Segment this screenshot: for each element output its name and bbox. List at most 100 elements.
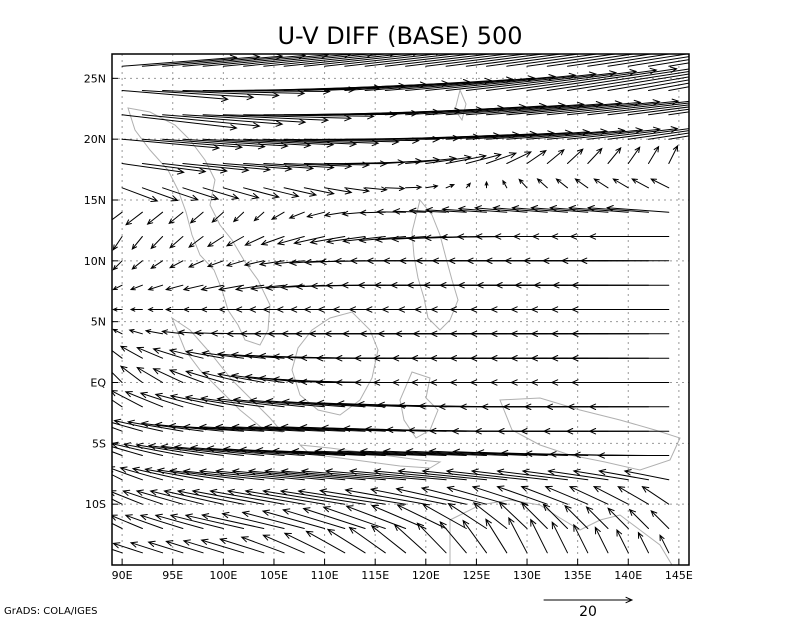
vector-arrow-5-20 (518, 178, 528, 189)
axis-layer: 90E 95E 100E 105E 110E 115E 120E 125E 130E 135E 14… (84, 72, 693, 582)
vector-arrow-19-5 (169, 513, 224, 529)
vector-arrow-0-10 (324, 54, 461, 67)
vector-arrow-4-20 (526, 149, 547, 164)
vector-arrow-12-2 (136, 346, 164, 359)
vector-arrow-7-5 (206, 236, 224, 248)
vector-arrow-0-16 (445, 54, 547, 67)
vector-arrow-12-0 (112, 350, 123, 359)
x-tick-label-6: 120E (412, 569, 440, 582)
vector-arrow-1-26 (648, 82, 689, 91)
vector-arrow-7-11 (309, 236, 346, 245)
vector-arrow-17-5 (156, 467, 224, 481)
coastline-philippines (411, 198, 459, 331)
vector-arrow-17-8 (198, 468, 285, 481)
vector-arrow-19-1 (112, 514, 143, 529)
vector-arrow-5-17 (465, 182, 471, 189)
vector-arrow-4-3 (182, 163, 250, 173)
vector-arrow-19-23 (564, 504, 589, 529)
vector-arrow-20-19 (485, 518, 508, 554)
vector-arrow-18-26 (617, 486, 649, 505)
vector-arrow-8-4 (187, 260, 204, 268)
vector-arrow-5-10 (324, 187, 353, 195)
coastline-indochina (127, 107, 271, 346)
vector-arrow-9-5 (200, 284, 224, 292)
vector-arrow-8-1 (131, 260, 143, 270)
vector-arrow-14-9 (232, 396, 305, 408)
vector-arrow-16-20 (428, 448, 528, 456)
vector-arrow-15-11 (247, 423, 346, 432)
vector-arrow-4-23 (587, 147, 603, 164)
vector-arrow-4-27 (668, 144, 679, 164)
vector-arrow-16-7 (173, 444, 265, 456)
vector-arrow-20-18 (462, 519, 487, 554)
vector-arrow-6-24 (549, 205, 609, 213)
vector-arrow-5-15 (425, 184, 439, 189)
vector-arrow-3-0 (121, 138, 221, 151)
vector-arrow-7-4 (188, 236, 204, 248)
y-tick-label-7: 10S (85, 498, 106, 511)
vector-arrow-4-16 (445, 153, 487, 164)
vector-arrow-6-18 (441, 206, 487, 213)
vector-arrow-18-16 (369, 487, 447, 505)
vector-arrow-14-3 (139, 391, 184, 408)
vector-arrow-2-24 (607, 104, 689, 116)
vector-arrow-0-20 (526, 54, 619, 67)
reference-vector: 20 (543, 596, 634, 618)
vector-arrow-18-21 (496, 485, 548, 505)
vector-arrow-17-18 (397, 468, 487, 481)
vector-arrow-16-5 (147, 443, 224, 456)
vector-arrow-16-26 (572, 451, 649, 459)
vector-arrow-20-27 (659, 534, 670, 554)
vector-arrow-6-8 (270, 211, 285, 220)
vector-arrow-2-19 (506, 99, 642, 116)
vector-arrow-8-0 (112, 260, 123, 271)
vector-arrow-2-0 (121, 114, 238, 131)
vector-arrow-16-2 (112, 441, 164, 456)
coastline-taiwan (454, 88, 467, 122)
vector-arrow-2-4 (202, 114, 330, 124)
vector-arrow-10-1 (129, 307, 143, 312)
vector-arrow-14-7 (200, 395, 265, 408)
vector-arrow-5-0 (121, 187, 159, 202)
vector-arrow-19-26 (628, 508, 649, 529)
vector-arrow-17-4 (144, 467, 204, 481)
vector-arrow-17-14 (300, 468, 407, 481)
vector-arrow-9-4 (182, 284, 204, 292)
vector-arrow-6-4 (189, 211, 204, 224)
vector-arrow-4-26 (648, 145, 660, 164)
vector-arrow-20-12 (326, 528, 366, 554)
vector-arrow-16-1 (112, 446, 143, 456)
vector-arrow-14-0 (112, 399, 123, 408)
vector-arrow-1-21 (546, 68, 689, 91)
vector-arrow-10-2 (147, 307, 164, 312)
vector-arrow-16-21 (452, 448, 548, 456)
vector-arrow-18-24 (568, 486, 609, 505)
vector-arrow-17-16 (348, 468, 447, 481)
vector-arrow-7-15 (374, 236, 427, 243)
vector-arrow-15-7 (182, 423, 265, 432)
vector-arrow-3-25 (627, 130, 689, 140)
vector-arrow-5-5 (222, 187, 260, 200)
vector-arrow-8-6 (225, 260, 245, 267)
vector-arrow-6-9 (288, 211, 305, 219)
vector-arrow-2-3 (182, 114, 307, 125)
coastline-new-guinea (499, 397, 681, 471)
vector-arrow-16-13 (271, 447, 386, 456)
vector-arrow-18-19 (446, 485, 508, 505)
vector-arrow-0-0 (121, 54, 238, 67)
coastline-borneo (291, 311, 379, 416)
vector-arrow-12-3 (152, 347, 184, 359)
vector-arrow-9-7 (234, 284, 265, 292)
vector-arrow-6-15 (392, 208, 427, 215)
vector-arrow-19-20 (498, 501, 528, 529)
vector-arrow-5-13 (384, 185, 406, 191)
vector-arrow-8-12 (318, 258, 366, 265)
vector-arrow-6-26 (586, 205, 649, 213)
vector-arrow-5-23 (574, 178, 589, 189)
vector-arrow-7-6 (225, 236, 245, 247)
vector-arrow-1-1 (141, 90, 255, 101)
vector-arrow-6-1 (125, 211, 143, 226)
vector-arrow-0-14 (405, 54, 512, 67)
vector-arrow-7-0 (112, 236, 123, 251)
vector-arrow-19-3 (139, 514, 184, 529)
